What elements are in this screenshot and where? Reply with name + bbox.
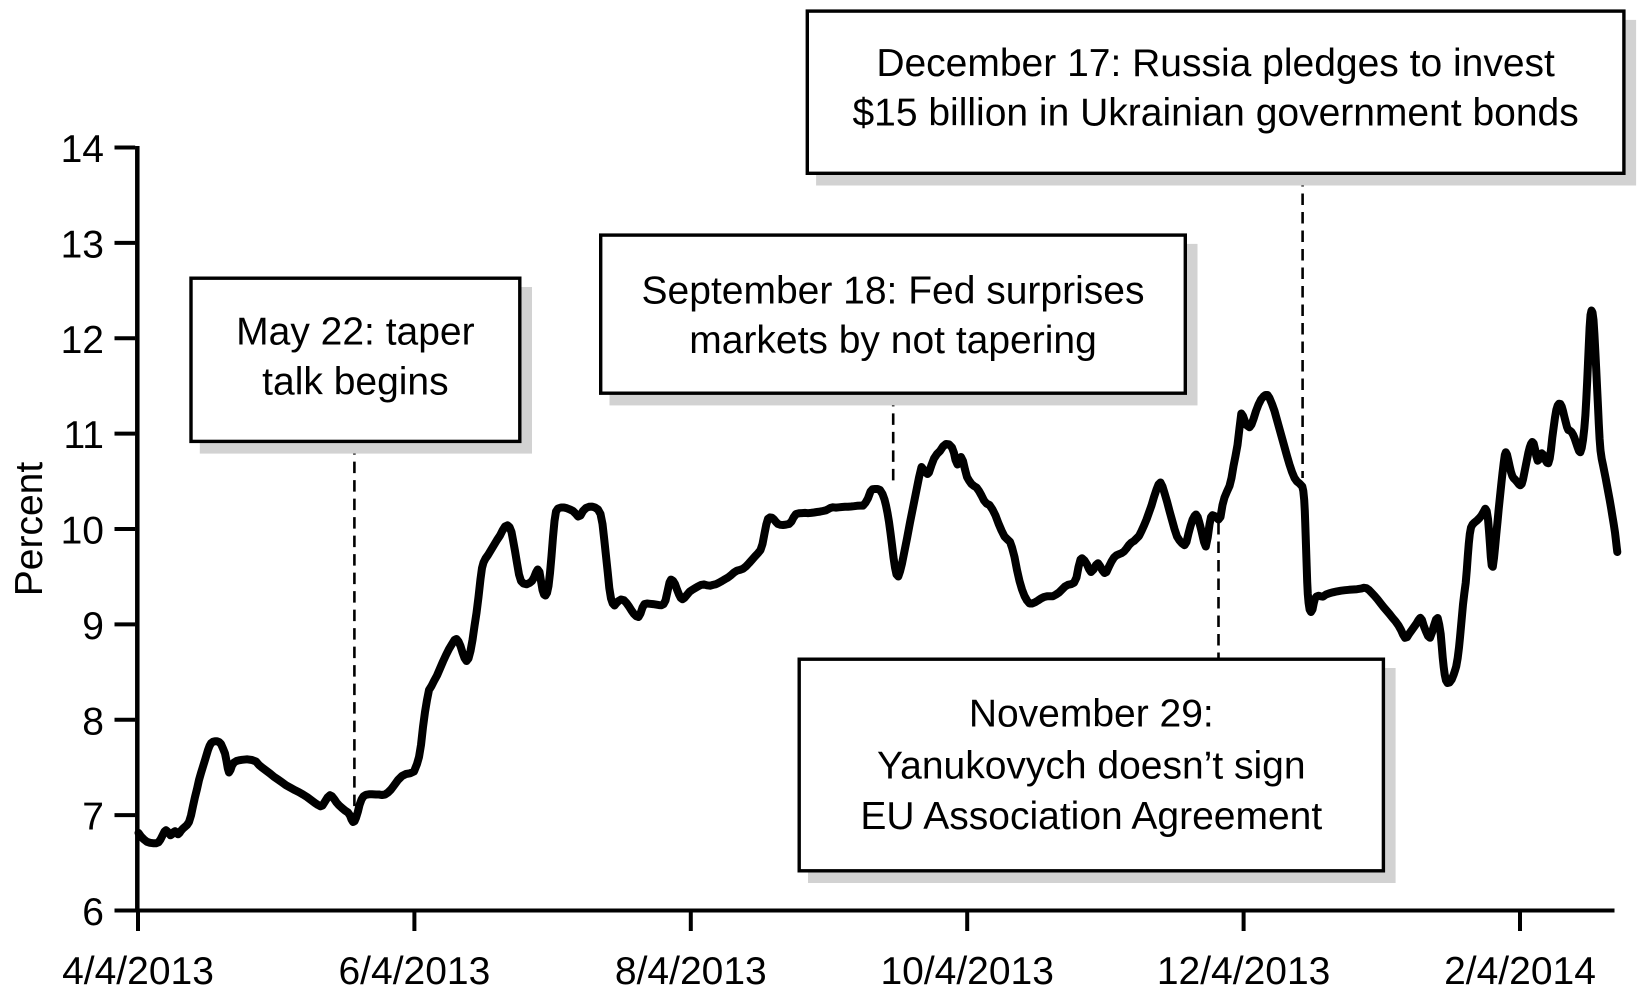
svg-text:13: 13 [61,224,104,267]
svg-text:9: 9 [82,605,104,648]
svg-text:$15 billion in Ukrainian gover: $15 billion in Ukrainian government bond… [852,92,1578,135]
svg-text:November 29:: November 29: [969,692,1214,735]
svg-text:10: 10 [61,510,104,553]
svg-text:12/4/2013: 12/4/2013 [1157,950,1331,993]
svg-text:10/4/2013: 10/4/2013 [880,950,1054,993]
svg-text:8/4/2013: 8/4/2013 [615,950,767,993]
svg-text:7: 7 [82,796,104,839]
svg-text:14: 14 [61,128,104,171]
svg-text:4/4/2013: 4/4/2013 [62,950,214,993]
svg-text:6/4/2013: 6/4/2013 [338,950,490,993]
svg-text:6: 6 [82,891,104,934]
svg-text:8: 8 [82,700,104,743]
svg-text:Yanukovych doesn’t sign: Yanukovych doesn’t sign [877,745,1306,788]
svg-text:markets by not tapering: markets by not tapering [689,319,1097,362]
svg-text:11: 11 [64,414,105,457]
svg-text:EU Association Agreement: EU Association Agreement [860,795,1322,838]
svg-text:2/4/2014: 2/4/2014 [1444,950,1596,993]
svg-text:September 18: Fed surprises: September 18: Fed surprises [642,269,1145,312]
svg-text:Percent: Percent [8,462,51,597]
svg-text:May 22: taper: May 22: taper [236,310,474,353]
svg-text:talk begins: talk begins [262,360,448,403]
svg-text:12: 12 [61,319,104,362]
svg-text:December 17: Russia pledges to: December 17: Russia pledges to invest [876,42,1555,85]
